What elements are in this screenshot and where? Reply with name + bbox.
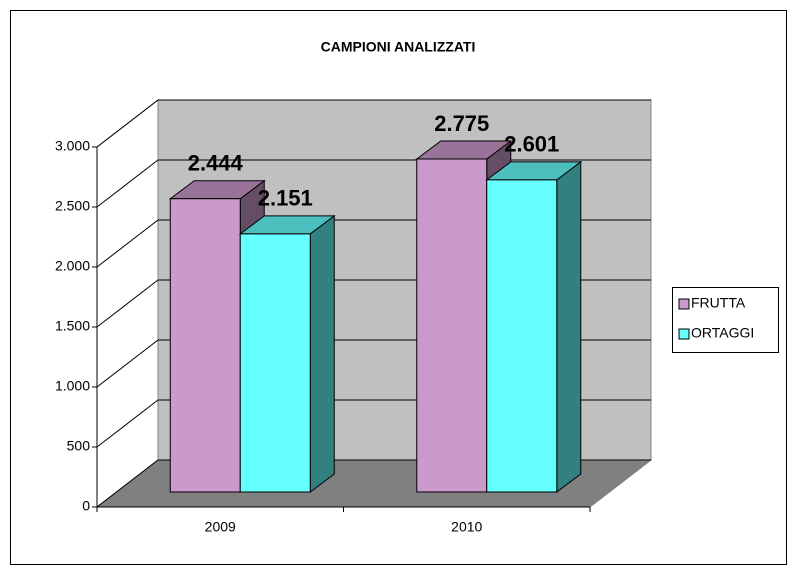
grid-line [96,219,159,268]
y-tick-label: 0 [82,498,90,514]
bar-front [169,198,241,493]
data-label: 2.444 [188,151,244,176]
bar-side [309,214,335,493]
bar [238,214,336,493]
bar [485,160,583,493]
bar-front [416,158,488,493]
chart-title: CAMPIONI ANALIZZATI [321,39,476,55]
bar-front [239,233,311,493]
grid-line [96,159,159,208]
grid-line [96,399,159,448]
y-tick-label: 500 [67,438,91,454]
legend-box [672,287,779,353]
bar-side [556,160,582,493]
grid-line [96,99,159,148]
data-label: 2.151 [258,186,313,211]
bar-front [486,179,558,493]
y-tick-label: 2.000 [55,258,90,274]
x-tick-label: 2010 [451,519,482,535]
legend-swatch [678,298,690,310]
legend-label: FRUTTA [691,295,746,311]
grid-line [96,339,159,388]
y-tick-label: 1.500 [55,318,90,334]
x-tick-label: 2009 [205,519,236,535]
legend-swatch [678,328,690,340]
data-label: 2.775 [434,111,489,136]
y-tick-label: 2.500 [55,198,90,214]
legend-label: ORTAGGI [691,325,754,341]
data-label: 2.601 [504,132,559,157]
y-tick-label: 1.000 [55,378,90,394]
grid-line [96,459,159,508]
y-tick-label: 3.000 [55,138,90,154]
grid-line [96,279,159,328]
